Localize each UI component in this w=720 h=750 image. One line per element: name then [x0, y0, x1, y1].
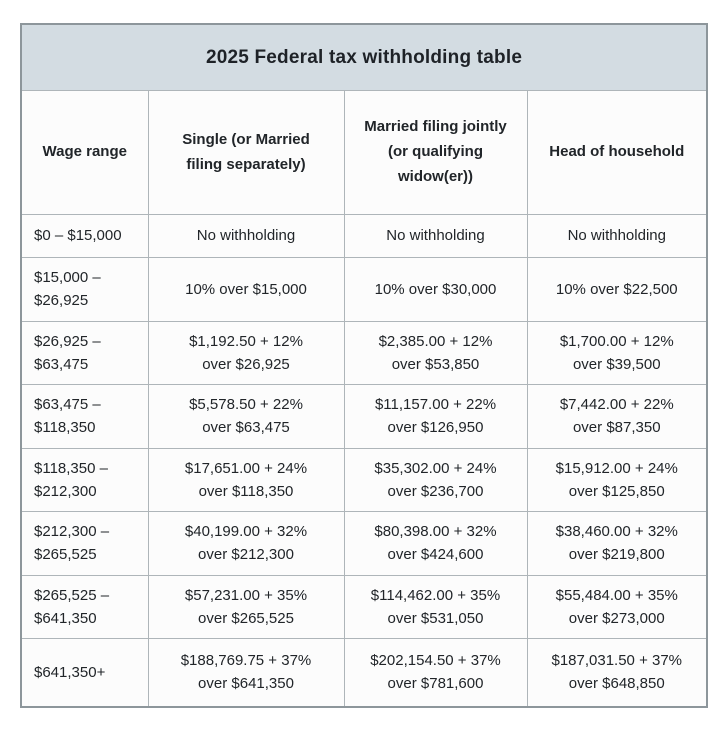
head-of-household-cell: $187,031.50 + 37% over $648,850 — [526, 638, 708, 707]
wage-range-cell: $641,350+ — [20, 638, 149, 707]
table-title: 2025 Federal tax withholding table — [20, 23, 708, 91]
wage-range-cell: $26,925 – $63,475 — [20, 320, 149, 385]
single-cell: $17,651.00 + 24% over $118,350 — [147, 447, 345, 512]
single-cell: $1,192.50 + 12% over $26,925 — [147, 320, 345, 385]
married-jointly-cell: 10% over $30,000 — [343, 257, 528, 322]
wage-range-cell: $63,475 – $118,350 — [20, 384, 149, 449]
married-jointly-cell: $35,302.00 + 24% over $236,700 — [343, 447, 528, 512]
single-cell: $57,231.00 + 35% over $265,525 — [147, 574, 345, 639]
column-header-head-of-household: Head of household — [526, 90, 708, 215]
table-row: $212,300 – $265,525 $40,199.00 + 32% ove… — [20, 511, 708, 576]
table-row: $118,350 – $212,300 $17,651.00 + 24% ove… — [20, 447, 708, 512]
wage-range-cell: $265,525 – $641,350 — [20, 574, 149, 639]
single-cell: $40,199.00 + 32% over $212,300 — [147, 511, 345, 576]
single-cell: $188,769.75 + 37% over $641,350 — [147, 638, 345, 707]
table-row: $265,525 – $641,350 $57,231.00 + 35% ove… — [20, 574, 708, 639]
table-row: $641,350+ $188,769.75 + 37% over $641,35… — [20, 638, 708, 707]
head-of-household-cell: $15,912.00 + 24% over $125,850 — [526, 447, 708, 512]
head-of-household-cell: $55,484.00 + 35% over $273,000 — [526, 574, 708, 639]
head-of-household-cell: $38,460.00 + 32% over $219,800 — [526, 511, 708, 576]
single-cell: No withholding — [147, 214, 345, 258]
head-of-household-cell: No withholding — [526, 214, 708, 258]
title-row: 2025 Federal tax withholding table — [20, 23, 708, 91]
table-row: $0 – $15,000 No withholding No withholdi… — [20, 214, 708, 258]
column-header-single: Single (or Married filing separately) — [147, 90, 345, 215]
married-jointly-cell: $202,154.50 + 37% over $781,600 — [343, 638, 528, 707]
table-row: $26,925 – $63,475 $1,192.50 + 12% over $… — [20, 320, 708, 385]
single-cell: $5,578.50 + 22% over $63,475 — [147, 384, 345, 449]
married-jointly-cell: $114,462.00 + 35% over $531,050 — [343, 574, 528, 639]
wage-range-cell: $15,000 – $26,925 — [20, 257, 149, 322]
wage-range-cell: $212,300 – $265,525 — [20, 511, 149, 576]
head-of-household-cell: $7,442.00 + 22% over $87,350 — [526, 384, 708, 449]
column-header-married-jointly: Married filing jointly (or qualifying wi… — [343, 90, 528, 215]
married-jointly-cell: No withholding — [343, 214, 528, 258]
head-of-household-cell: 10% over $22,500 — [526, 257, 708, 322]
married-jointly-cell: $11,157.00 + 22% over $126,950 — [343, 384, 528, 449]
married-jointly-cell: $80,398.00 + 32% over $424,600 — [343, 511, 528, 576]
tax-withholding-table: 2025 Federal tax withholding table Wage … — [20, 23, 709, 708]
wage-range-cell: $0 – $15,000 — [20, 214, 149, 258]
column-header-wage-range: Wage range — [20, 90, 149, 215]
table-row: $63,475 – $118,350 $5,578.50 + 22% over … — [20, 384, 708, 449]
header-row: Wage range Single (or Married filing sep… — [20, 90, 708, 215]
table-row: $15,000 – $26,925 10% over $15,000 10% o… — [20, 257, 708, 322]
head-of-household-cell: $1,700.00 + 12% over $39,500 — [526, 320, 708, 385]
single-cell: 10% over $15,000 — [147, 257, 345, 322]
married-jointly-cell: $2,385.00 + 12% over $53,850 — [343, 320, 528, 385]
wage-range-cell: $118,350 – $212,300 — [20, 447, 149, 512]
